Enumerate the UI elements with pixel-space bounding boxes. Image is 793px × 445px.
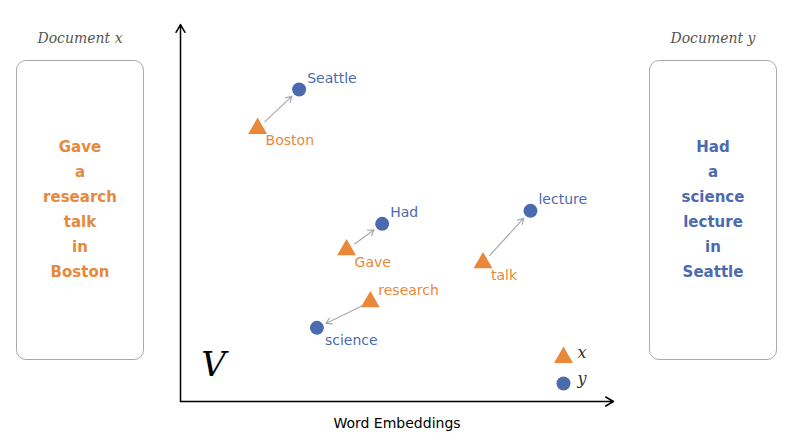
html-text:research: research (43, 188, 117, 206)
html-text:Boston: Boston (50, 263, 110, 281)
svg-text:lecture: lecture (538, 191, 587, 207)
html-text:a: a (74, 163, 86, 181)
html-text:Document x: Document x (37, 30, 123, 46)
svg-text:research: research (378, 282, 439, 298)
html-text:talk: talk (63, 213, 97, 231)
svg-text:talk: talk (491, 267, 518, 283)
html-text:science: science (681, 188, 745, 206)
svg-text:Had: Had (390, 204, 418, 220)
svg-text:V: V (201, 344, 229, 384)
html-text:lecture: lecture (683, 213, 743, 231)
html-text:Document y: Document y (670, 30, 756, 46)
html-text:Seattle: Seattle (682, 263, 744, 281)
html-text:in: in (705, 238, 721, 256)
html-text:in: in (72, 238, 88, 256)
html-text:Gave: Gave (58, 138, 102, 156)
html-text:Had: Had (696, 138, 730, 156)
svg-text:Word Embeddings: Word Embeddings (333, 415, 460, 431)
svg-text:Boston: Boston (266, 132, 314, 148)
html-text:a: a (707, 163, 719, 181)
svg-text:Gave: Gave (355, 254, 391, 270)
svg-text:x: x (578, 343, 587, 362)
svg-text:Seattle: Seattle (307, 70, 357, 86)
svg-text:science: science (325, 332, 378, 348)
svg-text:y: y (577, 369, 588, 388)
